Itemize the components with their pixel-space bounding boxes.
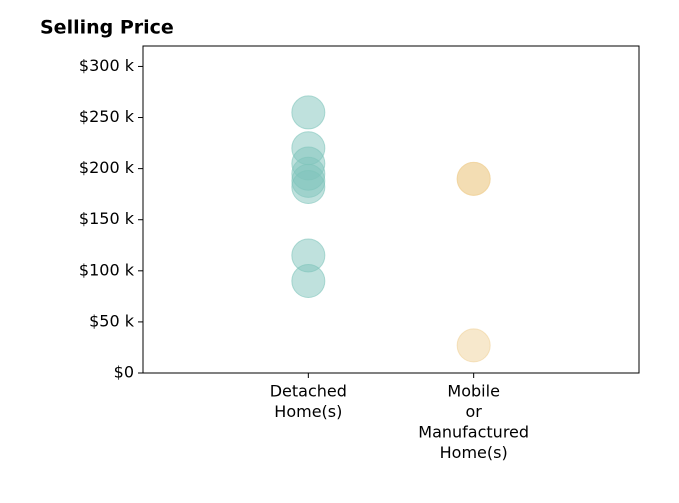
x-tick-label: Home(s) <box>274 402 342 421</box>
y-tick-label: $0 <box>114 363 134 382</box>
y-tick-label: $100 k <box>79 260 135 279</box>
y-tick-label: $300 k <box>79 56 135 75</box>
y-tick-label: $200 k <box>79 158 135 177</box>
point <box>456 328 491 363</box>
y-tick-label: $50 k <box>89 311 135 330</box>
point <box>291 264 326 299</box>
x-tick-label: Home(s) <box>440 443 508 462</box>
y-tick-label: $150 k <box>79 209 135 228</box>
point <box>291 170 326 205</box>
point <box>456 161 491 196</box>
plot-frame <box>142 45 640 374</box>
y-tick-label: $250 k <box>79 107 135 126</box>
point <box>291 95 326 130</box>
x-tick-label: Manufactured <box>418 423 529 442</box>
x-tick-label: Detached <box>270 382 347 401</box>
chart-title: Selling Price <box>40 17 174 39</box>
x-tick-label: or <box>465 402 482 421</box>
x-tick-label: Mobile <box>447 382 499 401</box>
